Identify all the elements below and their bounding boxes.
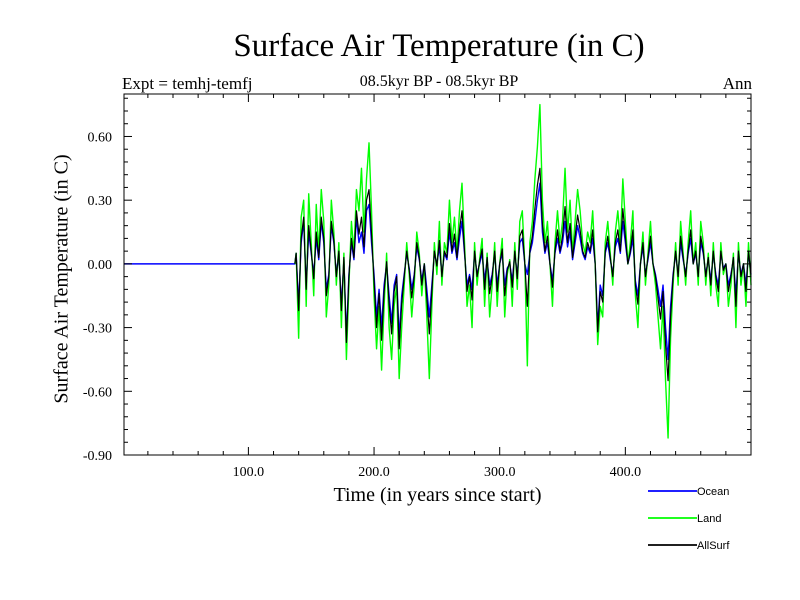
x-tick-label: 400.0 — [610, 465, 642, 480]
chart-title: Surface Air Temperature (in C) — [233, 28, 645, 64]
legend-label-land: Land — [697, 513, 721, 525]
y-tick-label: -0.90 — [83, 449, 112, 464]
x-axis-label: Time (in years since start) — [333, 484, 542, 506]
series-layer — [124, 103, 752, 439]
y-tick-label: 0.00 — [88, 258, 113, 273]
chart-subtitle: 08.5kyr BP - 08.5kyr BP — [359, 73, 519, 90]
series-line-allsurf — [294, 167, 752, 382]
y-tick-label: -0.60 — [83, 385, 112, 400]
y-tick-label: 0.60 — [88, 130, 113, 145]
series-line-land — [294, 103, 752, 439]
season-label: Ann — [722, 74, 752, 93]
axes-layer: 100.0 200.0 300.0 400.0 -0.90 -0.60 -0.30 0.00 0… — [83, 94, 751, 480]
x-tick-label: 100.0 — [233, 465, 265, 480]
y-tick-label: 0.30 — [88, 194, 113, 209]
legend-label-ocean: Ocean — [697, 486, 729, 498]
legend-label-allsurf: AllSurf — [697, 540, 730, 552]
x-tick-label: 200.0 — [358, 465, 390, 480]
legend: Ocean Land AllSurf — [648, 486, 730, 552]
y-tick-label: -0.30 — [83, 322, 112, 337]
experiment-label: Expt = temhj-temfj — [122, 74, 253, 93]
plot-frame — [123, 93, 752, 456]
x-tick-label: 300.0 — [484, 465, 516, 480]
